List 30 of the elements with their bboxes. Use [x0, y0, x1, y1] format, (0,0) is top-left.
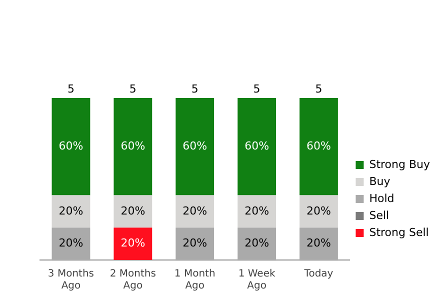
annotation: 5 [253, 82, 260, 96]
annotation: 5 [67, 82, 74, 96]
legend-label: Strong Buy [369, 158, 430, 171]
data-label: 20% [58, 236, 84, 250]
data-label: 20% [306, 204, 331, 218]
legend-label: Sell [369, 208, 390, 222]
x-tick-label: 1 Week Ago [238, 268, 276, 292]
x-tick-label: Today [303, 268, 334, 280]
data-label: 20% [306, 236, 331, 250]
annotation: 5 [191, 82, 198, 96]
data-label: 20% [244, 204, 270, 218]
data-label: 60% [120, 139, 146, 152]
x-tick-label: 3 Months Ago [48, 268, 94, 292]
legend-label: Buy [369, 174, 391, 188]
legend-label: Strong Sell [369, 226, 429, 239]
data-label: 20% [182, 236, 208, 250]
data-label: 60% [58, 139, 84, 152]
data-label: 60% [306, 139, 331, 152]
data-label: 20% [58, 204, 84, 218]
data-label: 20% [120, 236, 146, 250]
x-tick-label: 1 Month Ago [174, 268, 216, 292]
annotation: 5 [315, 82, 322, 96]
annotation: 5 [129, 82, 136, 96]
data-label: 20% [120, 204, 146, 218]
x-tick-label: 2 Months Ago [110, 268, 156, 292]
data-label: 20% [244, 236, 270, 250]
legend-label: Hold [369, 192, 394, 205]
data-label: 60% [244, 139, 270, 152]
data-label: 60% [182, 139, 208, 152]
data-label: 20% [182, 204, 208, 218]
